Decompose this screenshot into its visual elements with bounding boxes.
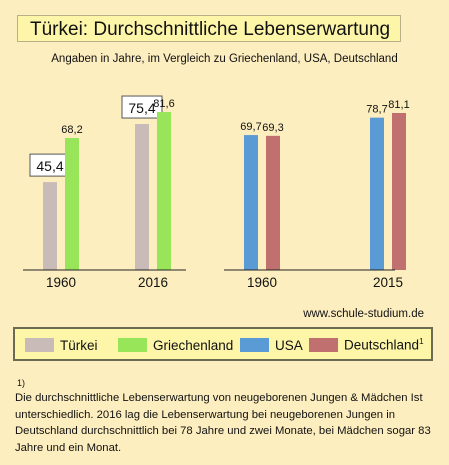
value-label: 75,4 xyxy=(128,100,155,116)
value-label: 69,7 xyxy=(240,121,261,133)
legend-swatch-deutschland xyxy=(309,338,338,352)
value-label: 81,6 xyxy=(153,98,174,110)
footnote-text: Die durchschnittliche Lebenserwartung vo… xyxy=(15,392,431,454)
bar-1-1-1 xyxy=(392,112,406,270)
chart-title: Türkei: Durchschnittliche Lebenserwartun… xyxy=(17,15,401,42)
legend-label-tuerkei: Türkei xyxy=(60,337,98,353)
website-label: www.schule-studium.de xyxy=(303,308,424,320)
bar-1-1-0 xyxy=(370,117,384,270)
legend-item-usa: USA xyxy=(240,337,303,353)
bar-0-1-1 xyxy=(157,112,171,270)
bar-0-0-1 xyxy=(65,137,79,270)
value-label: 81,1 xyxy=(388,99,409,111)
legend-swatch-griechenland xyxy=(118,338,147,352)
value-label: 78,7 xyxy=(366,104,387,116)
legend-label-griechenland: Griechenland xyxy=(153,337,234,353)
bar-1-0-1 xyxy=(266,135,280,270)
category-label: 1960 xyxy=(46,275,76,290)
chart-subtitle: Angaben in Jahre, im Vergleich zu Griech… xyxy=(51,53,398,65)
value-label: 45,4 xyxy=(36,158,63,174)
legend-item-tuerkei: Türkei xyxy=(25,337,98,353)
category-label: 1960 xyxy=(247,275,277,290)
legend-label-usa: USA xyxy=(275,337,303,353)
value-label: 69,3 xyxy=(262,122,283,134)
value-label: 68,2 xyxy=(61,124,82,136)
bar-0-1-0 xyxy=(135,124,149,270)
legend-item-griechenland: Griechenland xyxy=(118,337,233,353)
legend-label-deutschland: Deutschland1 xyxy=(344,337,424,353)
legend-label-deutschland-text: Deutschland xyxy=(344,337,420,353)
category-label: 2015 xyxy=(373,275,403,290)
bar-0-0-0 xyxy=(43,182,57,270)
legend: Türkei Griechenland USA Deutschland1 xyxy=(13,327,433,361)
legend-item-deutschland: Deutschland1 xyxy=(309,337,424,353)
value-label-box xyxy=(121,95,163,119)
bar-1-0-0 xyxy=(244,135,258,270)
footnote-superscript: 1 xyxy=(419,337,424,347)
footnote-mark: 1) xyxy=(17,378,26,388)
legend-swatch-tuerkei xyxy=(25,338,54,352)
bar-chart: 45,4 68,2 1960 75,481,6 2016 69,7 69,3 1960 78,7… xyxy=(23,95,410,290)
category-label: 2016 xyxy=(138,275,168,290)
legend-swatch-usa xyxy=(240,338,269,352)
